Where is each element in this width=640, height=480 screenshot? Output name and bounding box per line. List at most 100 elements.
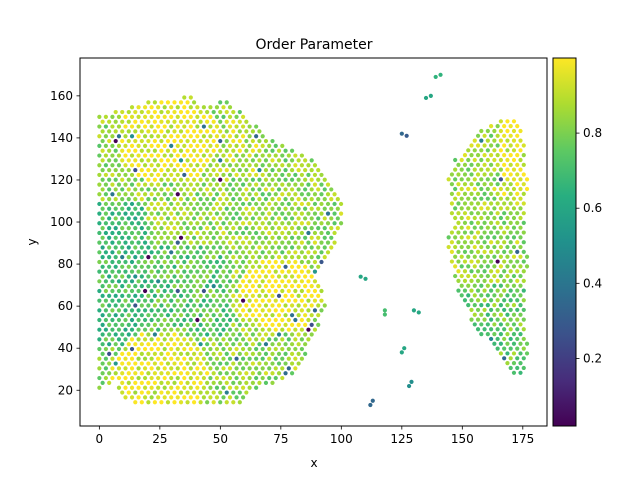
left-cluster-point (280, 269, 285, 274)
left-cluster-point (149, 317, 154, 323)
left-cluster-point (267, 221, 272, 226)
left-cluster-point (254, 279, 259, 284)
left-cluster-point (250, 216, 255, 221)
left-cluster-point (322, 255, 327, 260)
left-cluster-point (133, 129, 138, 134)
left-cluster-point (139, 351, 144, 356)
left-cluster-point (244, 235, 249, 240)
left-cluster-point (240, 375, 246, 381)
left-cluster-point (136, 337, 141, 342)
left-cluster-point (123, 201, 128, 207)
left-cluster-point (169, 105, 174, 110)
left-cluster-point (289, 197, 295, 202)
left-cluster-point (303, 264, 308, 269)
right-cluster-point (453, 225, 458, 230)
left-cluster-point (303, 322, 308, 327)
left-cluster-point (198, 138, 203, 144)
left-cluster-point (273, 211, 278, 216)
left-cluster-point (139, 197, 144, 202)
left-cluster-point (159, 100, 164, 105)
left-cluster-point (182, 317, 187, 323)
right-cluster-point (495, 336, 500, 342)
left-cluster-point (257, 206, 262, 211)
right-cluster-point (462, 211, 468, 216)
left-cluster-point (152, 322, 157, 327)
left-cluster-point (214, 134, 220, 139)
right-cluster-point (449, 182, 455, 187)
right-cluster-point (505, 186, 510, 192)
left-cluster-point (107, 119, 112, 124)
left-cluster-point (293, 211, 298, 216)
right-cluster-point (469, 220, 474, 225)
left-cluster-point (191, 245, 197, 250)
left-cluster-point (309, 274, 314, 279)
left-cluster-point (126, 380, 131, 385)
left-cluster-point (250, 197, 255, 202)
right-cluster-point (521, 211, 526, 216)
left-cluster-point (267, 366, 272, 371)
left-cluster-point (237, 342, 242, 347)
left-cluster-point (123, 366, 128, 371)
left-cluster-point (182, 288, 187, 294)
left-cluster-point (165, 226, 171, 231)
left-cluster-point (152, 109, 157, 115)
left-cluster-point (276, 226, 282, 231)
right-cluster-point (469, 317, 474, 322)
left-cluster-point (126, 342, 131, 347)
left-cluster-point (107, 284, 112, 289)
left-cluster-point (201, 114, 206, 119)
left-cluster-point (175, 317, 180, 323)
left-cluster-point (247, 366, 252, 371)
plot-area-frame (79, 57, 548, 427)
left-cluster-point (178, 264, 184, 269)
left-cluster-point (218, 245, 223, 250)
right-cluster-point (518, 341, 523, 346)
left-cluster-point (129, 221, 135, 226)
left-cluster-point (201, 221, 206, 226)
left-cluster-point (299, 337, 304, 342)
left-cluster-point (126, 255, 131, 260)
left-cluster-point (188, 163, 193, 168)
left-cluster-point (103, 317, 108, 323)
left-cluster-point (319, 308, 324, 313)
right-cluster-point (495, 298, 500, 303)
left-cluster-point (244, 264, 249, 269)
left-cluster-point (296, 293, 301, 298)
left-cluster-point (260, 317, 265, 323)
left-cluster-point (273, 317, 278, 323)
left-cluster-point (234, 172, 239, 178)
left-cluster-point (218, 274, 223, 279)
left-cluster-point (165, 400, 171, 405)
left-cluster-point (162, 375, 167, 381)
left-cluster-point (162, 201, 167, 207)
left-cluster-point (276, 361, 282, 366)
left-cluster-point (214, 385, 220, 390)
right-cluster-point (505, 254, 510, 259)
right-cluster-point (515, 365, 520, 371)
right-cluster-point (485, 186, 490, 192)
left-cluster-point (224, 264, 229, 269)
left-cluster-point (195, 143, 200, 148)
right-cluster-point (466, 157, 471, 163)
left-cluster-point (195, 114, 200, 119)
left-cluster-point (156, 366, 161, 371)
right-cluster-point (508, 230, 513, 235)
left-cluster-point (100, 332, 105, 337)
left-cluster-point (208, 211, 213, 216)
left-cluster-point (201, 279, 206, 284)
left-cluster-point (178, 332, 184, 337)
left-cluster-point (263, 274, 269, 279)
left-cluster-point (188, 250, 193, 255)
left-cluster-point (257, 235, 262, 240)
right-cluster-point (508, 259, 513, 264)
left-cluster-point (257, 342, 262, 347)
left-cluster-point (270, 293, 275, 298)
right-cluster-point (495, 162, 500, 167)
left-cluster-point (172, 148, 177, 153)
left-cluster-point (162, 114, 167, 119)
left-cluster-point (136, 375, 141, 381)
left-cluster-point (142, 163, 148, 168)
left-cluster-point (110, 192, 115, 197)
left-cluster-point (273, 337, 278, 342)
left-cluster-point (107, 332, 112, 337)
